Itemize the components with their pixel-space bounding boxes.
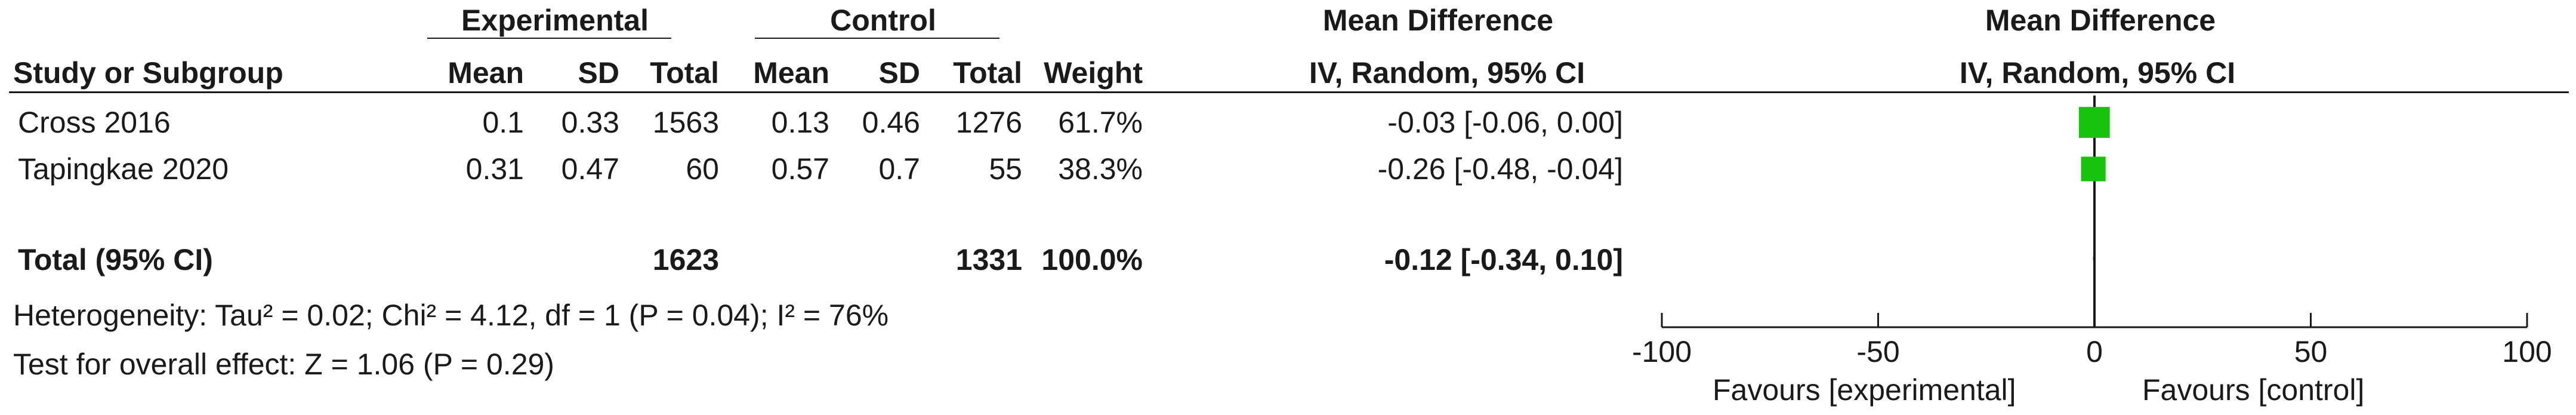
sd-e: 0.33	[561, 106, 619, 139]
total-label: Total (95% CI)	[18, 243, 213, 276]
col-ci-right: IV, Random, 95% CI	[1959, 56, 2236, 90]
x-tick-label: 50	[2294, 335, 2328, 368]
total-c: 55	[989, 152, 1022, 186]
col-total-c: Total	[953, 56, 1022, 90]
favours-control: Favours [control]	[2142, 373, 2365, 407]
weight: 61.7%	[1058, 106, 1143, 139]
x-tick-label: -100	[1632, 335, 1692, 368]
col-sd-c: SD	[878, 56, 920, 90]
mean-e: 0.31	[465, 152, 524, 186]
total-e: 1563	[652, 106, 719, 139]
header-experimental: Experimental	[461, 4, 649, 37]
x-tick-label: 0	[2086, 335, 2103, 368]
header-md-left: Mean Difference	[1322, 4, 1554, 37]
heterogeneity-text: Heterogeneity: Tau² = 0.02; Chi² = 4.12,…	[13, 299, 889, 332]
total-c-sum: 1331	[955, 243, 1022, 276]
col-sd-e: SD	[578, 56, 619, 90]
pooled-diamond	[2093, 249, 2095, 268]
total-e-sum: 1623	[652, 243, 719, 276]
col-weight: Weight	[1044, 56, 1143, 90]
header-control: Control	[830, 4, 936, 37]
col-study: Study or Subgroup	[13, 56, 283, 90]
sd-e: 0.47	[561, 152, 619, 186]
mean-e: 0.1	[482, 106, 524, 139]
x-tick-label: 100	[2502, 335, 2552, 368]
experimental-underline	[427, 38, 671, 39]
sd-c: 0.7	[878, 152, 920, 186]
ci-text: -0.03 [-0.06, 0.00]	[1387, 106, 1623, 139]
total-c: 1276	[955, 106, 1022, 139]
total-e: 60	[686, 152, 719, 186]
study-name: Tapingkae 2020	[18, 152, 229, 186]
overall-effect-text: Test for overall effect: Z = 1.06 (P = 0…	[13, 348, 554, 381]
mean-c: 0.57	[771, 152, 829, 186]
weight: 38.3%	[1058, 152, 1143, 186]
study-marker	[2078, 107, 2110, 138]
study-marker	[2081, 156, 2106, 182]
ci-text: -0.26 [-0.48, -0.04]	[1377, 152, 1623, 186]
control-underline	[755, 38, 999, 39]
mean-c: 0.13	[771, 106, 829, 139]
col-mean-e: Mean	[448, 56, 524, 90]
col-ci-left: IV, Random, 95% CI	[1309, 56, 1585, 90]
x-tick-label: -50	[1856, 335, 1899, 368]
sd-c: 0.46	[862, 106, 920, 139]
total-ci-text: -0.12 [-0.34, 0.10]	[1384, 243, 1623, 276]
col-mean-c: Mean	[753, 56, 829, 90]
favours-experimental: Favours [experimental]	[1713, 373, 2016, 407]
header-md-right: Mean Difference	[1985, 4, 2216, 37]
total-weight: 100.0%	[1041, 243, 1143, 276]
header-rule	[9, 91, 2569, 93]
study-name: Cross 2016	[18, 106, 171, 139]
col-total-e: Total	[650, 56, 719, 90]
